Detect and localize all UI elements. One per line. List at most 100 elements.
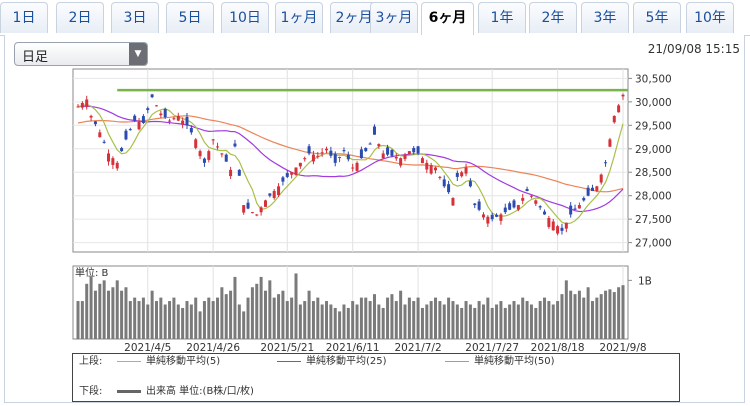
volume-bar bbox=[290, 297, 294, 339]
tab-5y[interactable]: 5年 bbox=[633, 2, 681, 33]
volume-swatch bbox=[117, 389, 141, 393]
candle-body bbox=[237, 169, 241, 176]
tab-10d[interactable]: 10日 bbox=[221, 2, 269, 33]
interval-select[interactable]: 日足 ▼ bbox=[14, 42, 148, 66]
candle-body bbox=[185, 116, 189, 126]
candle-body bbox=[128, 129, 132, 131]
tab-6m[interactable]: 6ヶ月 bbox=[421, 2, 474, 36]
x-tick-label: 2021/7/2 bbox=[394, 342, 441, 354]
volume-bar bbox=[425, 304, 429, 339]
tab-1d[interactable]: 1日 bbox=[0, 2, 48, 33]
candle-body bbox=[150, 94, 154, 98]
candle-body bbox=[111, 158, 115, 165]
tab-3m[interactable]: 3ヶ月 bbox=[370, 2, 418, 33]
tab-3y[interactable]: 3年 bbox=[581, 2, 629, 33]
volume-bar bbox=[386, 297, 390, 339]
candle-body bbox=[311, 154, 315, 162]
volume-tick-label: 1B bbox=[638, 275, 652, 287]
candle-body bbox=[342, 150, 346, 152]
candle-body bbox=[394, 156, 398, 159]
volume-bar bbox=[163, 304, 167, 339]
volume-bar bbox=[516, 304, 520, 339]
candle-body bbox=[460, 172, 464, 177]
volume-bar bbox=[473, 307, 477, 339]
ma50-line bbox=[77, 115, 624, 193]
price-plot-area bbox=[72, 68, 629, 253]
volume-bar bbox=[333, 307, 337, 339]
candle-body bbox=[316, 155, 320, 157]
candle-body bbox=[495, 214, 499, 217]
candle-body bbox=[259, 207, 263, 213]
tab-2y[interactable]: 2年 bbox=[529, 2, 577, 33]
candle-body bbox=[93, 121, 97, 125]
candle-body bbox=[586, 187, 590, 196]
x-tick-label: 2021/5/21 bbox=[260, 342, 314, 354]
volume-bar bbox=[277, 294, 281, 339]
volume-bar bbox=[133, 297, 137, 339]
candle-body bbox=[595, 186, 599, 191]
tab-1m[interactable]: 1ヶ月 bbox=[275, 2, 323, 33]
candle-body bbox=[407, 151, 411, 155]
candle-body bbox=[246, 202, 250, 209]
chevron-down-icon[interactable]: ▼ bbox=[129, 43, 147, 65]
volume-bar bbox=[464, 301, 468, 339]
volume-bar bbox=[481, 304, 485, 339]
candle-body bbox=[569, 205, 573, 215]
volume-bar bbox=[320, 304, 324, 339]
volume-bar bbox=[98, 283, 102, 339]
volume-bar bbox=[216, 297, 220, 339]
volume-bar bbox=[89, 276, 93, 339]
tab-1y[interactable]: 1年 bbox=[478, 2, 526, 33]
candle-body bbox=[120, 148, 124, 152]
volume-bar bbox=[351, 301, 355, 339]
volume-bar bbox=[294, 273, 298, 339]
candle-body bbox=[381, 153, 385, 159]
candle-body bbox=[473, 203, 477, 206]
ma25-swatch bbox=[277, 360, 301, 362]
volume-bar bbox=[76, 301, 80, 339]
candle-body bbox=[211, 139, 215, 141]
tab-3d[interactable]: 3日 bbox=[111, 2, 159, 33]
volume-bar bbox=[120, 290, 124, 339]
candle-body bbox=[320, 152, 324, 154]
volume-bar bbox=[93, 290, 97, 339]
candle-body bbox=[277, 186, 281, 196]
y-tick-label: 30,000 bbox=[635, 97, 672, 109]
volume-bar bbox=[115, 280, 119, 339]
ma5-swatch bbox=[117, 360, 141, 362]
tab-5d[interactable]: 5日 bbox=[166, 2, 214, 33]
candle-body bbox=[368, 143, 372, 145]
volume-bar bbox=[150, 290, 154, 339]
candle-body bbox=[617, 105, 621, 113]
volume-bar bbox=[298, 304, 302, 339]
candle-body bbox=[146, 108, 150, 111]
candle-body bbox=[268, 193, 272, 196]
candle-body bbox=[372, 126, 376, 135]
volume-bar bbox=[403, 304, 407, 339]
volume-bar bbox=[582, 297, 586, 339]
volume-bar bbox=[586, 287, 590, 339]
tab-10y[interactable]: 10年 bbox=[686, 2, 734, 33]
candle-body bbox=[124, 130, 128, 140]
candle-body bbox=[386, 147, 390, 155]
legend-ma5-label: 単純移動平均(5) bbox=[146, 356, 221, 367]
volume-bar bbox=[137, 301, 141, 339]
volume-bar bbox=[146, 304, 150, 339]
legend-ma50: 単純移動平均(50) bbox=[445, 355, 555, 369]
candle-body bbox=[107, 153, 111, 162]
candle-body bbox=[85, 99, 89, 108]
volume-bar bbox=[525, 301, 529, 339]
candle-body bbox=[346, 154, 350, 160]
candle-body bbox=[564, 222, 568, 229]
candle-body bbox=[486, 216, 490, 224]
volume-bar bbox=[573, 294, 577, 339]
volume-unit-label: 単位: B bbox=[75, 266, 109, 279]
volume-bar bbox=[521, 297, 525, 339]
volume-bar bbox=[416, 297, 420, 339]
volume-bar bbox=[85, 283, 89, 339]
volume-bar bbox=[220, 287, 224, 339]
tab-2d[interactable]: 2日 bbox=[56, 2, 104, 33]
updated-datetime: 21/09/08 15:15 bbox=[647, 42, 740, 56]
y-tick-label: 30,500 bbox=[635, 73, 672, 85]
volume-bar bbox=[407, 297, 411, 339]
